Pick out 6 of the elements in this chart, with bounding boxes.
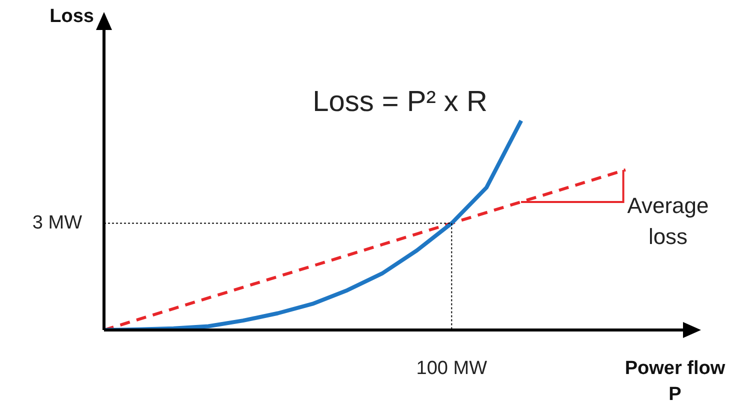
text: 100 MW bbox=[415, 358, 488, 380]
x-axis-title: Power flow P bbox=[624, 357, 726, 407]
ref-line-label: 3 MW bbox=[32, 212, 82, 234]
y-axis-title: Loss bbox=[48, 6, 94, 28]
annotation: Average loss bbox=[626, 192, 710, 251]
text: Loss = P² x R bbox=[312, 86, 488, 119]
